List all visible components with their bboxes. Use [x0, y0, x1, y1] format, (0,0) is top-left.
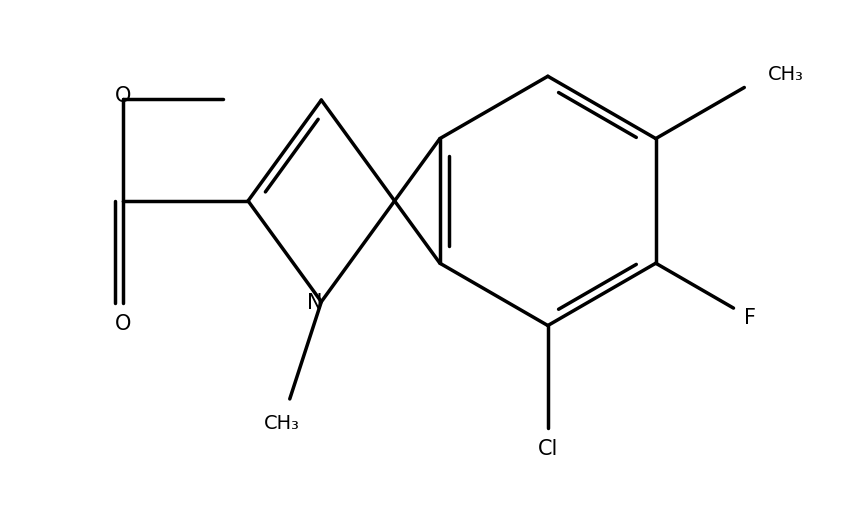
Text: Cl: Cl	[538, 438, 558, 458]
Text: CH₃: CH₃	[768, 65, 804, 84]
Text: F: F	[744, 308, 756, 328]
Text: N: N	[308, 292, 323, 312]
Text: CH₃: CH₃	[264, 413, 300, 432]
Text: O: O	[115, 86, 131, 106]
Text: O: O	[115, 314, 131, 333]
